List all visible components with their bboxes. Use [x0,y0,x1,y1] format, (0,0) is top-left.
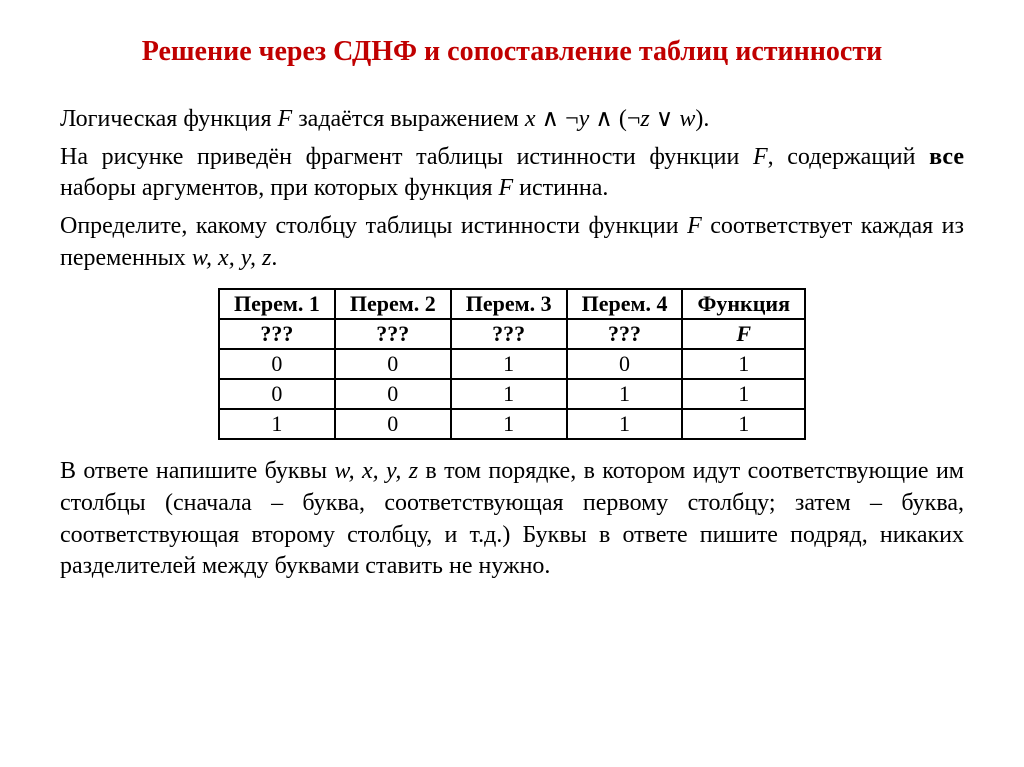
paragraph-1: Логическая функция F задаётся выражением… [60,104,964,136]
var-z: z [640,106,649,132]
col-header: Перем. 2 [335,289,451,319]
vars-list: w, x, y, z [192,245,272,271]
text: ). [695,106,709,132]
cell: 0 [335,379,451,409]
text: истинна. [513,175,608,201]
paragraph-3: Определите, какому столбцу таблицы истин… [60,211,964,274]
cell: 1 [682,409,805,439]
cell: 1 [567,409,683,439]
cell: 0 [335,409,451,439]
var-F: F [687,213,702,239]
table-row: 1 0 1 1 1 [219,409,805,439]
op-or: ∨ [650,106,680,132]
table-question-row: ??? ??? ??? ??? F [219,319,805,349]
text: Определите, какому столбцу таблицы истин… [60,213,687,239]
op-and: ∧ (¬ [589,106,640,132]
text: наборы аргументов, при которых функция [60,175,499,201]
cell: 1 [682,379,805,409]
cell: 1 [451,349,567,379]
cell: 1 [567,379,683,409]
cell: 1 [682,349,805,379]
table-row: 0 0 1 0 1 [219,349,805,379]
text: , содержащий [768,144,930,170]
text: На рисунке приведён фрагмент таблицы ист… [60,144,753,170]
truth-table: Перем. 1 Перем. 2 Перем. 3 Перем. 4 Функ… [218,288,806,440]
vars-list: w, x, y, z [334,458,418,484]
paragraph-answer: В ответе напишите буквы w, x, y, z в том… [60,456,964,583]
cell: 0 [219,379,335,409]
table-row: 0 0 1 1 1 [219,379,805,409]
cell: 0 [335,349,451,379]
col-header: Функция [682,289,805,319]
cell: 0 [219,349,335,379]
var-w: w [679,106,695,132]
var-F: F [278,106,293,132]
cell: ??? [451,319,567,349]
cell: 1 [219,409,335,439]
col-header: Перем. 1 [219,289,335,319]
var-F: F [753,144,768,170]
page-title: Решение через СДНФ и сопоставление табли… [60,36,964,68]
text: задаётся выражением [292,106,525,132]
var-F: F [499,175,514,201]
var-y: y [579,106,590,132]
col-header: Перем. 3 [451,289,567,319]
cell: 1 [451,379,567,409]
cell: ??? [219,319,335,349]
col-header: Перем. 4 [567,289,683,319]
cell-F: F [682,319,805,349]
cell: 0 [567,349,683,379]
text: Логическая функция [60,106,278,132]
table-header-row: Перем. 1 Перем. 2 Перем. 3 Перем. 4 Функ… [219,289,805,319]
cell: ??? [335,319,451,349]
cell: ??? [567,319,683,349]
text: В ответе напишите буквы [60,458,334,484]
text: . [271,245,277,271]
text-bold: все [929,144,964,170]
cell: 1 [451,409,567,439]
var-x: x [525,106,536,132]
paragraph-2: На рисунке приведён фрагмент таблицы ист… [60,142,964,205]
op-and: ∧ ¬ [536,106,579,132]
